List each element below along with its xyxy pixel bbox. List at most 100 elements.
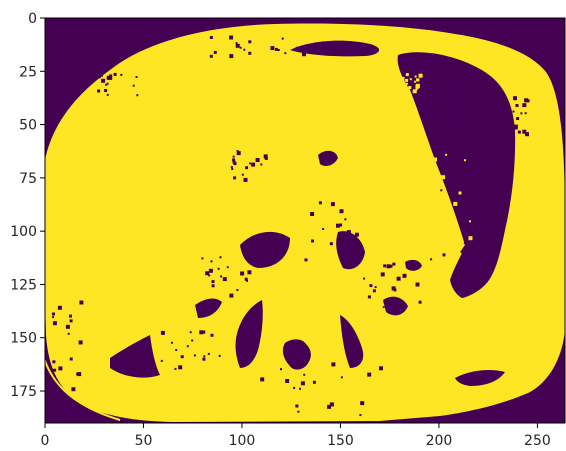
mask-speckle bbox=[207, 352, 210, 355]
mask-speckle bbox=[84, 82, 88, 86]
mask-speckle bbox=[235, 42, 238, 45]
y-tick-label: 0 bbox=[28, 11, 37, 27]
mask-speckle bbox=[71, 387, 76, 392]
mask-speckle bbox=[468, 264, 473, 269]
mask-speckle bbox=[369, 284, 373, 288]
mask-speckle bbox=[367, 372, 372, 377]
plot-frame bbox=[44, 17, 566, 424]
mask-speckle bbox=[236, 150, 239, 152]
mask-speckle bbox=[449, 181, 452, 184]
mask-speckle bbox=[444, 149, 448, 153]
mask-speckle bbox=[312, 380, 316, 384]
mask-speckle bbox=[453, 118, 458, 123]
mask-speckle bbox=[418, 300, 422, 304]
mask-speckle bbox=[327, 404, 332, 409]
mask-speckle bbox=[232, 155, 235, 158]
mask-speckle bbox=[412, 89, 417, 94]
mask-speckle bbox=[65, 324, 70, 329]
mask-speckle bbox=[243, 48, 246, 51]
mask-speckle bbox=[219, 256, 222, 259]
mask-speckle bbox=[330, 202, 335, 207]
mask-speckle bbox=[232, 158, 236, 162]
mask-speckle bbox=[171, 341, 173, 344]
mask-speckle bbox=[247, 270, 252, 275]
mask-speckle bbox=[360, 401, 365, 406]
stomach-edge-speckle bbox=[460, 245, 470, 256]
spine-dark-region bbox=[282, 339, 311, 370]
body-outline-rim bbox=[45, 357, 121, 421]
mask-speckle bbox=[209, 36, 213, 39]
mask-speckle bbox=[304, 258, 308, 262]
mask-speckle bbox=[392, 262, 396, 266]
mask-speckle bbox=[231, 168, 234, 170]
center-dark-region-right bbox=[336, 231, 365, 270]
mask-speckle bbox=[78, 340, 83, 345]
left-kidney-dark-region bbox=[235, 300, 263, 368]
mask-speckle bbox=[69, 397, 72, 400]
mask-speckle bbox=[97, 89, 101, 93]
mask-speckle bbox=[189, 331, 192, 334]
mask-speckle bbox=[379, 366, 383, 371]
mask-speckle bbox=[67, 332, 70, 335]
stomach-dark-region bbox=[397, 52, 516, 298]
mask-speckle bbox=[322, 228, 325, 230]
mask-speckle bbox=[202, 357, 206, 361]
x-tick-label: 200 bbox=[426, 433, 453, 449]
mask-speckle bbox=[318, 201, 322, 205]
mask-speckle bbox=[405, 82, 408, 85]
mask-speckle bbox=[245, 166, 249, 170]
x-tick-label: 0 bbox=[41, 433, 50, 449]
mask-speckle bbox=[213, 50, 217, 54]
mask-speckle bbox=[211, 284, 215, 288]
mask-speckle bbox=[524, 98, 529, 103]
mask-speckle bbox=[101, 78, 106, 83]
mask-speckle bbox=[186, 345, 189, 348]
mid-left-dark-region bbox=[195, 298, 222, 318]
mask-speckle bbox=[386, 264, 391, 269]
y-tick-label: 75 bbox=[19, 171, 37, 187]
mask-speckle bbox=[505, 113, 507, 115]
mask-speckle bbox=[52, 360, 56, 364]
mask-speckle bbox=[58, 366, 63, 371]
y-tick-label: 50 bbox=[19, 118, 37, 134]
mask-speckle bbox=[229, 54, 234, 59]
mask-speckle bbox=[281, 37, 284, 40]
mask-speckle bbox=[436, 210, 440, 214]
mask-speckle bbox=[454, 109, 457, 112]
x-tick-label: 150 bbox=[327, 433, 354, 449]
mask-speckle bbox=[217, 267, 220, 270]
mask-speckle bbox=[346, 230, 351, 235]
mask-speckle bbox=[506, 110, 511, 115]
mask-speckle bbox=[300, 381, 305, 386]
y-axis: 0 25 50 75 100 125 150 175 bbox=[10, 11, 45, 400]
mask-speckle bbox=[160, 359, 163, 362]
x-tick-label: 250 bbox=[524, 433, 551, 449]
mask-speckle bbox=[209, 54, 213, 58]
mask-speckle bbox=[251, 162, 256, 167]
mask-speckle bbox=[69, 319, 73, 323]
mask-speckle bbox=[295, 404, 299, 408]
mask-speckle bbox=[280, 368, 282, 371]
mask-speckle bbox=[383, 264, 387, 268]
mask-speckle bbox=[69, 357, 73, 361]
mask-speckle bbox=[438, 191, 441, 194]
mask-speckle bbox=[174, 367, 177, 370]
mask-speckle bbox=[106, 82, 109, 85]
mask-speckle bbox=[52, 316, 55, 319]
mask-speckle bbox=[463, 240, 468, 245]
mask-speckle bbox=[113, 72, 117, 76]
mask-speckle bbox=[382, 306, 385, 309]
mask-speckle bbox=[311, 239, 314, 243]
mask-speckle bbox=[468, 236, 473, 241]
mask-speckle bbox=[444, 218, 448, 222]
mask-speckle bbox=[233, 176, 237, 180]
mask-speckle bbox=[69, 314, 72, 318]
mask-speckle bbox=[520, 112, 523, 115]
mid-right-dark-region bbox=[383, 296, 408, 316]
mask-speckle bbox=[277, 49, 280, 51]
mask-speckle bbox=[435, 155, 438, 158]
mask-speckle bbox=[380, 272, 385, 277]
mask-speckle bbox=[418, 73, 423, 78]
mask-speckle bbox=[202, 330, 206, 334]
